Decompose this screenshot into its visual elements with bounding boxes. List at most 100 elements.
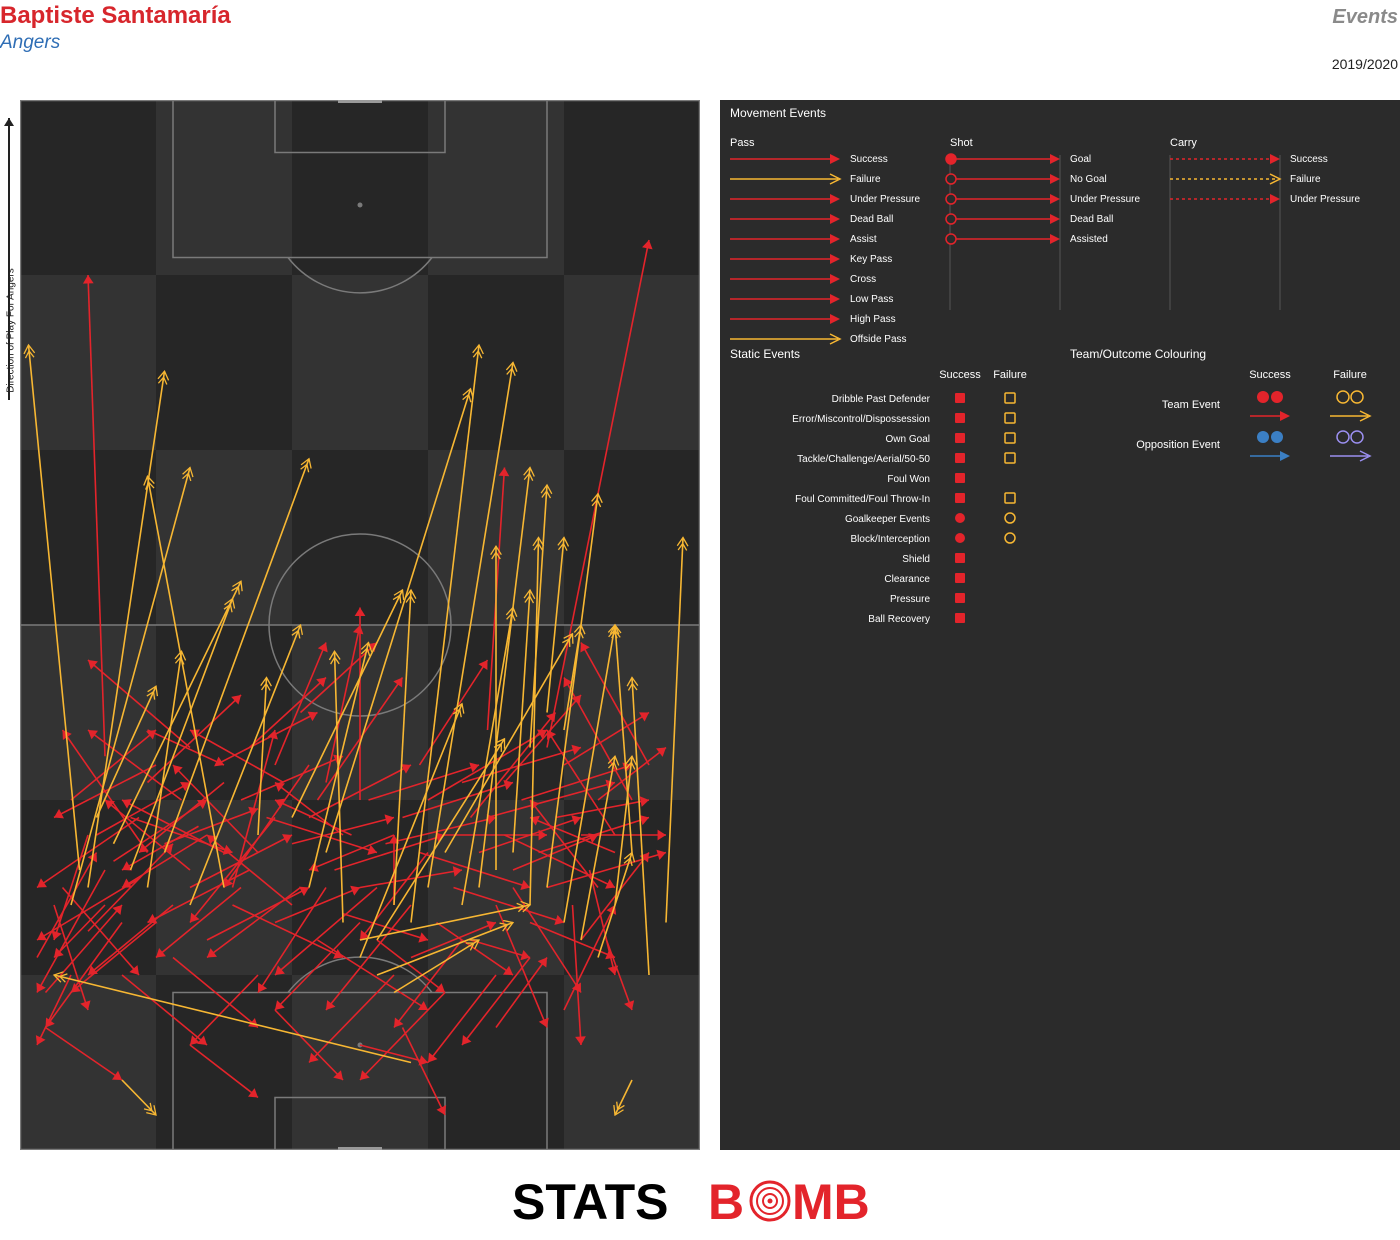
pass-line bbox=[257, 677, 268, 836]
pass-line bbox=[487, 781, 616, 819]
pass-line bbox=[325, 388, 472, 853]
legend-arrow-head bbox=[830, 254, 840, 264]
pass-arrow bbox=[147, 869, 250, 924]
legend-static-failure-icon bbox=[1004, 432, 1016, 444]
pass-arrow bbox=[36, 878, 140, 941]
pass-line bbox=[521, 764, 633, 801]
pass-line bbox=[104, 799, 191, 871]
pass-line bbox=[555, 799, 650, 819]
pass-arrow bbox=[665, 536, 689, 923]
legend-shot-marker-icon bbox=[945, 193, 957, 205]
legend-carry-group: Success Failure Under Pressure bbox=[1169, 154, 1360, 310]
legend-static-item: Block/Interception bbox=[851, 534, 931, 545]
pass-arrow-head bbox=[143, 475, 155, 486]
pass-arrow-head bbox=[537, 957, 547, 968]
series-failure bbox=[23, 343, 689, 1117]
pass-arrow-head bbox=[35, 1035, 46, 1045]
pass-arrow bbox=[512, 887, 582, 993]
legend-arrow-head bbox=[1359, 450, 1372, 462]
legend-pass-title: Pass bbox=[730, 137, 755, 149]
pass-line bbox=[147, 729, 225, 766]
pass-arrow-head bbox=[472, 349, 483, 359]
legend-static-failure: Failure bbox=[993, 369, 1027, 381]
pass-line bbox=[53, 904, 106, 959]
legend-shot-item: Under Pressure bbox=[1070, 194, 1140, 205]
pass-line bbox=[87, 371, 166, 888]
pass-arrow-head bbox=[231, 695, 241, 705]
pass-arrow bbox=[172, 764, 259, 854]
pass-arrow-head bbox=[224, 597, 236, 609]
pass-line bbox=[146, 651, 183, 888]
pass-arrow-head bbox=[554, 914, 564, 926]
pass-arrow-head bbox=[538, 1017, 549, 1028]
pass-arrow-head bbox=[505, 361, 518, 372]
legend-static-item: Own Goal bbox=[886, 434, 930, 445]
pass-arrow bbox=[36, 816, 140, 889]
pass-arrow-head bbox=[486, 920, 496, 931]
pass-arrow-head bbox=[656, 849, 666, 861]
pass-line bbox=[359, 1044, 429, 1064]
pass-arrow bbox=[189, 1044, 259, 1099]
pass-arrow bbox=[274, 1009, 344, 1081]
pass-arrow bbox=[512, 588, 536, 853]
pass-line bbox=[393, 589, 412, 906]
pass-line bbox=[291, 589, 404, 818]
pass-arrow-head bbox=[393, 588, 405, 601]
pass-arrow bbox=[104, 799, 191, 871]
pass-arrow bbox=[87, 370, 170, 888]
pass-line bbox=[470, 939, 531, 959]
legend-team-failure-icon bbox=[1336, 430, 1350, 444]
pass-arrow-head bbox=[146, 1105, 157, 1116]
pass-arrow bbox=[143, 475, 225, 888]
pitch-zone bbox=[428, 100, 565, 276]
pass-arrow-head bbox=[328, 650, 341, 661]
pass-arrow-head bbox=[352, 625, 364, 635]
pass-arrow-head bbox=[562, 637, 571, 647]
legend-static-success-icon bbox=[955, 493, 965, 503]
pass-arrow-head bbox=[657, 829, 666, 841]
pass-arrow bbox=[490, 545, 502, 870]
pass-line bbox=[299, 641, 378, 714]
legend-static-item: Foul Committed/Foul Throw-In bbox=[795, 494, 930, 505]
penalty-area-bottom bbox=[172, 991, 548, 1150]
legend-static-item: Ball Recovery bbox=[868, 614, 930, 625]
pass-arrow-head bbox=[557, 542, 568, 551]
logo-text-mb: MB bbox=[792, 1174, 870, 1228]
legend-pass-item: Key Pass bbox=[850, 254, 892, 265]
pass-arrow-head bbox=[404, 588, 417, 600]
pass-arrow-head bbox=[112, 1070, 122, 1080]
legend-arrow-head bbox=[830, 214, 840, 224]
legend-shot-group: Goal No Goal Under Pressure Dead Ball Assist… bbox=[945, 153, 1140, 310]
legend-carry-title: Carry bbox=[1170, 137, 1197, 149]
pass-arrow-head bbox=[524, 594, 535, 604]
pass-arrow bbox=[359, 991, 446, 1081]
pass-line bbox=[563, 624, 616, 923]
pass-arrow-head bbox=[563, 677, 573, 688]
pass-arrow-head bbox=[88, 660, 98, 670]
pass-line bbox=[36, 974, 72, 1046]
pass-arrow-head bbox=[462, 393, 472, 403]
pass-arrow-head bbox=[676, 536, 689, 547]
pass-arrow bbox=[588, 869, 619, 976]
pass-arrow-head bbox=[52, 971, 64, 983]
pass-arrow-head bbox=[163, 843, 173, 854]
legend-arrow-head bbox=[830, 234, 840, 244]
pass-arrow-head bbox=[490, 545, 502, 556]
pass-arrow bbox=[82, 274, 106, 757]
pass-arrow bbox=[274, 885, 361, 924]
pass-arrow bbox=[189, 834, 293, 889]
pass-arrow bbox=[427, 974, 497, 1063]
pitch-zone bbox=[292, 275, 429, 451]
pass-arrow-head bbox=[182, 472, 192, 482]
legend-static-item: Error/Miscontrol/Dispossession bbox=[792, 414, 930, 425]
pass-line bbox=[146, 694, 242, 784]
pass-arrow-head bbox=[541, 489, 552, 499]
pass-arrow bbox=[257, 887, 327, 993]
pass-arrow-head bbox=[58, 973, 68, 983]
legend-static-item: Shield bbox=[902, 554, 930, 565]
pass-arrow bbox=[478, 466, 535, 888]
pass-arrow-head bbox=[129, 965, 139, 975]
pass-line bbox=[512, 887, 582, 993]
pass-arrow-head bbox=[122, 861, 132, 871]
pitch-zone bbox=[292, 100, 429, 276]
